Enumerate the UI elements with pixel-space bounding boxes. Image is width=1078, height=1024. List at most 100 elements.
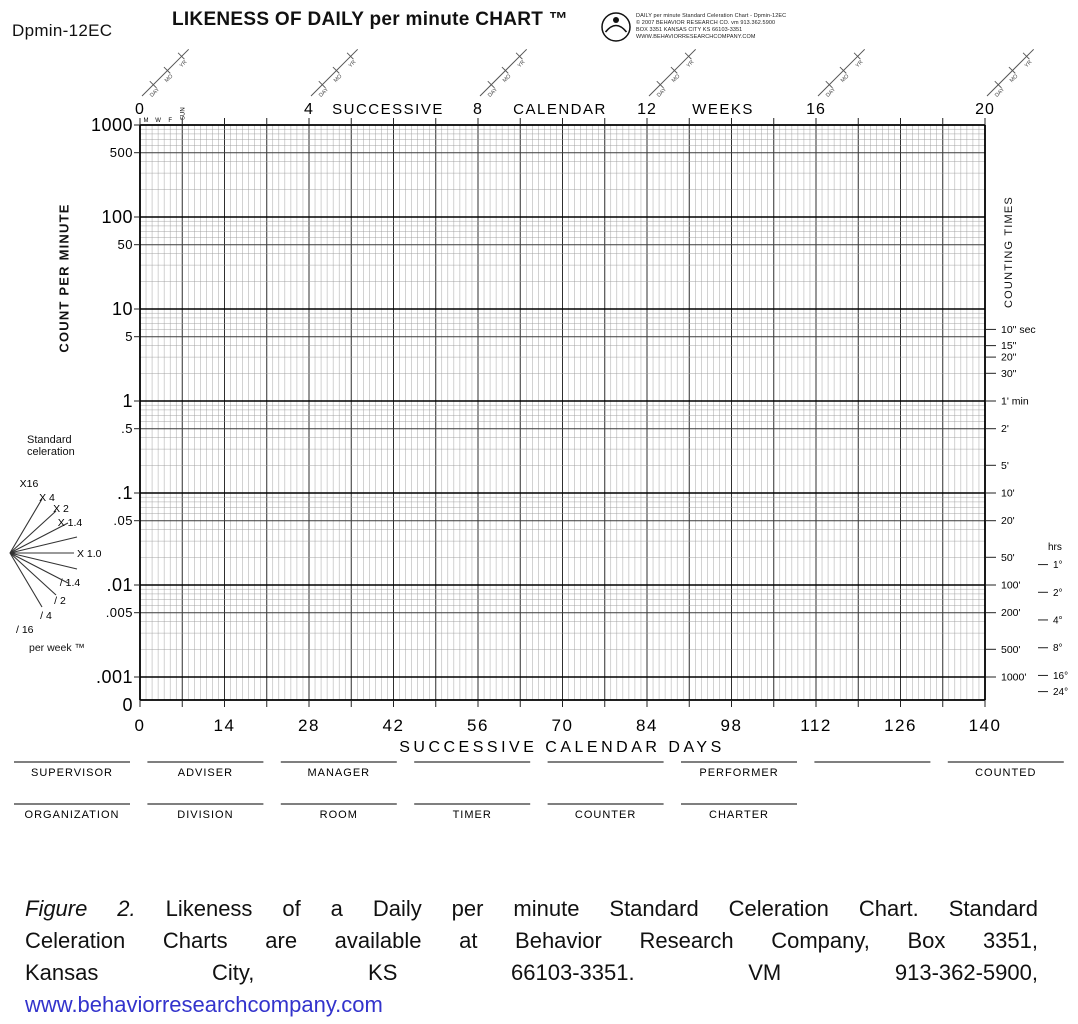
date-tick-label: YR xyxy=(686,59,696,69)
date-tick-label: DAY xyxy=(149,87,161,99)
date-slant-tick xyxy=(670,66,678,74)
left-axis-tick-label: .01 xyxy=(106,575,133,595)
footer-blank-lines: SUPERVISOR ADVISER MANAGER PERFORMER COUNTED… xyxy=(14,761,1064,821)
hour-tick-label: 8° xyxy=(1053,643,1063,654)
caption-line: www.behaviorresearchcompany.com xyxy=(25,989,1038,1021)
footer-blank-label: DIVISION xyxy=(177,809,233,821)
footer-blank-label: TIMER xyxy=(453,809,492,821)
bottom-axis-tick-label: 0 xyxy=(135,716,146,735)
top-axis-tick-label: 20 xyxy=(975,101,995,118)
fan-line xyxy=(9,552,43,608)
date-slant-tick xyxy=(515,52,523,60)
left-axis-tick-label: 1000 xyxy=(91,115,133,135)
counting-time-label: 20' xyxy=(1001,515,1015,527)
footer-blank-label: MANAGER xyxy=(307,767,370,779)
fan-label: X 1.4 xyxy=(58,517,83,529)
bottom-axis-tick-label: 98 xyxy=(721,716,743,735)
date-slant-tick xyxy=(149,80,157,88)
publisher-line: © 2007 BEHAVIOR RESEARCH CO. vm 913.362.… xyxy=(636,20,776,27)
caption-line: Celeration Charts are available at Behav… xyxy=(25,928,1038,953)
left-axis-title: COUNT PER MINUTE xyxy=(56,203,72,353)
counting-time-label: 5' xyxy=(1001,460,1009,472)
counting-time-label: 50' xyxy=(1001,552,1015,564)
top-axis-tick-label: 0 xyxy=(135,101,145,118)
date-slant-tick xyxy=(684,52,692,60)
counting-time-label: 100' xyxy=(1001,580,1021,592)
left-axis-tick-label: .001 xyxy=(96,667,133,687)
date-tick-label: MO xyxy=(671,73,682,84)
logo-circle xyxy=(601,12,631,42)
footer-blank-label: SUPERVISOR xyxy=(31,767,113,779)
date-slant-tick xyxy=(994,80,1002,88)
weekday-letter: F xyxy=(168,118,172,124)
top-axis-tick-label: 8 xyxy=(473,101,483,118)
fan-line xyxy=(9,552,78,570)
bottom-axis-title: SUCCESSIVE CALENDAR DAYS xyxy=(399,739,725,756)
caption-link[interactable]: www.behaviorresearchcompany.com xyxy=(25,992,383,1017)
top-axis-tick-label: 16 xyxy=(806,101,826,118)
footer-blank-label: COUNTED xyxy=(975,767,1036,779)
chart-title: LIKENESS OF DAILY per minute CHART ™ xyxy=(171,9,569,30)
hrs-header-label: hrs xyxy=(1048,542,1062,553)
sunday-label: SUN xyxy=(180,107,186,120)
fan-label: X 4 xyxy=(39,492,55,504)
right-axis-title: COUNTING TIMES xyxy=(1003,196,1015,308)
publisher-logo-icon xyxy=(601,12,631,42)
hour-tick-label: 4° xyxy=(1053,615,1063,626)
axis-ticks-and-labels: 0 4 8 12 16 20 SUCCESSIVE CALENDAR WEEKS 0 14 28 42 5… xyxy=(91,101,1068,756)
caption-text: Likeness of a Daily per minute Standard … xyxy=(135,896,1038,921)
bottom-axis-tick-label: 42 xyxy=(383,716,405,735)
left-axis-tick-label: 0 xyxy=(122,695,133,715)
publisher-line: WWW.BEHAVIORRESEARCHCOMPANY.COM xyxy=(636,34,756,41)
counting-time-label: 500' xyxy=(1001,644,1021,656)
grid-lines xyxy=(139,124,986,701)
top-axis-tick-label: 12 xyxy=(637,101,657,118)
date-slant-tick xyxy=(825,80,833,88)
hour-tick-label: 2° xyxy=(1053,588,1063,599)
left-axis-tick-label: .5 xyxy=(121,421,133,436)
date-tick-label: MO xyxy=(1009,73,1020,84)
publisher-line: DAILY per minute Standard Celeration Cha… xyxy=(636,13,787,19)
date-slant-tick xyxy=(853,52,861,60)
hour-tick-label: 16° xyxy=(1053,671,1068,682)
footer-blank-label: COUNTER xyxy=(575,809,636,821)
left-axis-tick-label: 10 xyxy=(112,299,133,319)
bottom-axis-tick-label: 28 xyxy=(298,716,320,735)
counting-time-label: 10' xyxy=(1001,488,1015,500)
date-tick-label: DAY xyxy=(318,87,330,99)
date-slant-line xyxy=(986,48,1035,97)
celeration-fan-title: Standard celeration xyxy=(27,434,75,458)
footer-blank-label: CHARTER xyxy=(709,809,769,821)
fan-line xyxy=(9,498,43,554)
left-axis-tick-label: .005 xyxy=(106,605,133,620)
fan-label: X16 xyxy=(20,478,39,490)
date-slant-tick xyxy=(501,66,509,74)
fan-label: / 4 xyxy=(40,610,52,622)
left-axis-tick-label: 500 xyxy=(110,145,133,160)
counting-time-label: 2' xyxy=(1001,423,1009,435)
fan-line xyxy=(9,552,57,596)
date-slant-line xyxy=(648,48,697,97)
footer-blank-label: PERFORMER xyxy=(699,767,778,779)
date-tick-label: MO xyxy=(164,73,175,84)
date-slant-tick xyxy=(487,80,495,88)
date-slant-tick xyxy=(1022,52,1030,60)
footer-blank-label: ADVISER xyxy=(178,767,233,779)
date-slant-line xyxy=(141,48,190,97)
form-id-label: Dpmin-12EC xyxy=(12,21,113,40)
date-tick-label: YR xyxy=(179,59,189,69)
top-axis-title-word: CALENDAR xyxy=(513,101,607,118)
date-slant-tick xyxy=(839,66,847,74)
counting-time-label: 20" xyxy=(1001,352,1017,364)
date-slant-line xyxy=(817,48,866,97)
top-axis-tick-label: 4 xyxy=(304,101,314,118)
date-slant-line xyxy=(479,48,528,97)
counting-time-label: 1000' xyxy=(1001,672,1026,684)
date-slant-tick xyxy=(318,80,326,88)
date-tick-label: DAY xyxy=(825,87,837,99)
footer-blank-label: ROOM xyxy=(320,809,358,821)
